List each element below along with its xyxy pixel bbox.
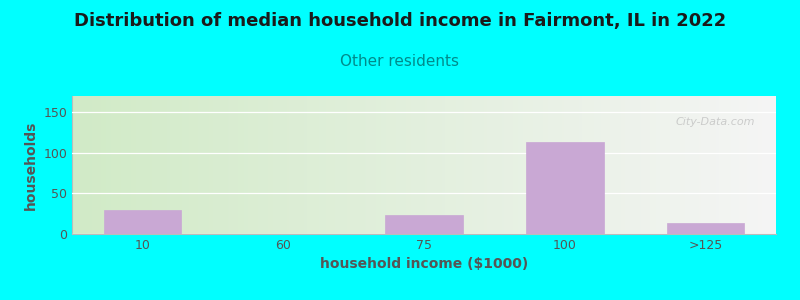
Y-axis label: households: households — [24, 120, 38, 210]
Text: Other residents: Other residents — [341, 54, 459, 69]
X-axis label: household income ($1000): household income ($1000) — [320, 257, 528, 272]
Bar — [526, 142, 603, 234]
Text: Distribution of median household income in Fairmont, IL in 2022: Distribution of median household income … — [74, 12, 726, 30]
Text: City-Data.com: City-Data.com — [675, 117, 755, 127]
Bar — [104, 210, 181, 234]
Bar — [667, 224, 744, 234]
Bar — [386, 214, 462, 234]
